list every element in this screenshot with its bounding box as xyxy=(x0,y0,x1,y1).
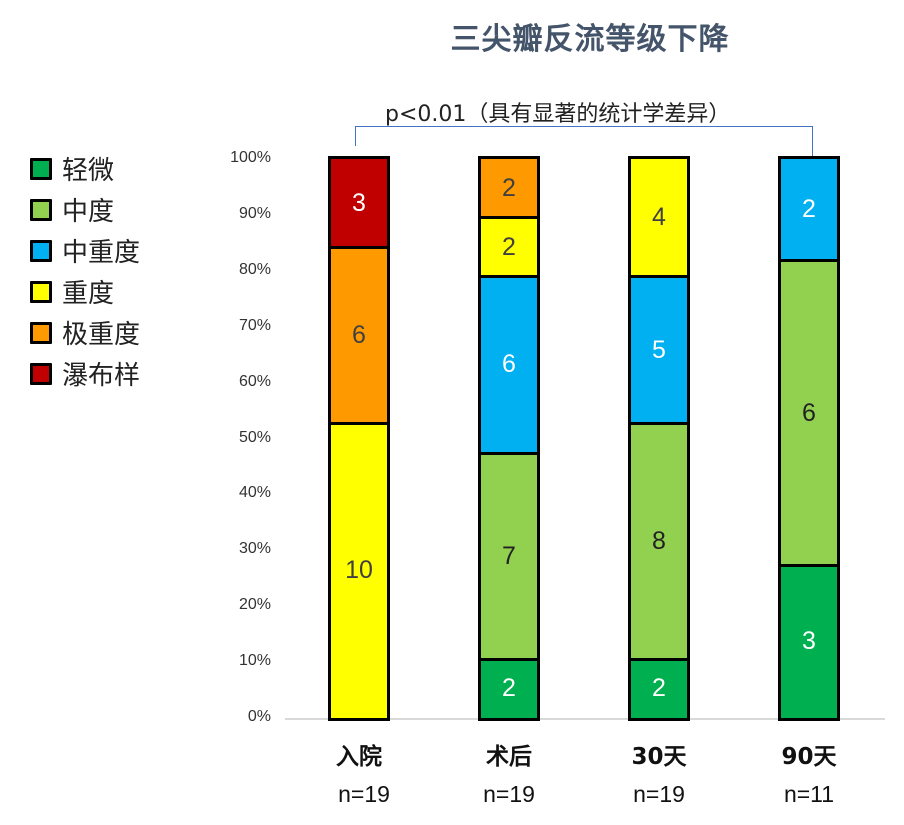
segment-divider xyxy=(331,422,387,426)
data-label: 6 xyxy=(802,398,816,427)
stacked-bar: 2 8 5 4 xyxy=(628,156,690,721)
legend-item: 瀑布样 xyxy=(30,353,140,394)
data-label: 2 xyxy=(502,173,516,202)
data-label: 7 xyxy=(502,541,516,570)
stacked-bar: 3 6 2 xyxy=(778,156,840,721)
y-tick-label: 80% xyxy=(238,260,271,278)
y-tick-label: 30% xyxy=(238,540,271,558)
sample-size-label: n=19 xyxy=(633,781,685,807)
y-tick-label: 60% xyxy=(238,372,271,390)
stacked-bar: 10 6 3 xyxy=(328,156,390,721)
x-category-label: 90天 xyxy=(781,744,837,770)
segment-divider xyxy=(481,451,537,455)
bar-segment: 10 xyxy=(331,423,387,718)
legend-label: 中重度 xyxy=(62,238,141,268)
legend-label: 轻微 xyxy=(62,156,115,186)
legend-swatch xyxy=(30,362,52,385)
chart-legend: 轻微中度中重度重度极重度瀑布样 xyxy=(30,148,140,394)
legend-item: 轻微 xyxy=(30,148,140,189)
chart-title: 三尖瓣反流等级下降 xyxy=(450,22,730,57)
chart-title-container: 三尖瓣反流等级下降 xyxy=(380,14,800,58)
legend-item: 极重度 xyxy=(30,312,140,353)
bar-segment: 5 xyxy=(631,276,687,424)
legend-swatch xyxy=(30,239,52,262)
data-label: 2 xyxy=(502,674,516,703)
segment-divider xyxy=(481,657,537,661)
segment-divider xyxy=(631,657,687,661)
legend-label: 极重度 xyxy=(62,320,141,350)
x-category-label: 术后 xyxy=(486,744,532,770)
y-tick-label: 90% xyxy=(238,204,271,222)
data-label: 2 xyxy=(502,232,516,261)
bar-segment: 8 xyxy=(631,423,687,660)
significance-bracket xyxy=(355,126,813,127)
bar-segment: 2 xyxy=(481,659,537,718)
significance-bracket-right xyxy=(812,126,813,159)
y-tick-label: 70% xyxy=(238,316,271,334)
bar-segment: 6 xyxy=(481,276,537,454)
bar-segment: 2 xyxy=(631,659,687,718)
bar-segment: 4 xyxy=(631,159,687,277)
data-label: 6 xyxy=(352,321,366,350)
data-label: 10 xyxy=(345,556,373,585)
sample-size-label: n=19 xyxy=(338,781,390,807)
sample-size-label: n=19 xyxy=(483,781,535,807)
significance-bracket-left xyxy=(355,126,356,146)
legend-swatch xyxy=(30,321,52,344)
data-label: 3 xyxy=(352,188,366,217)
y-tick-label: 10% xyxy=(238,652,271,670)
segment-divider xyxy=(781,259,837,263)
data-label: 6 xyxy=(502,350,516,379)
y-tick-label: 100% xyxy=(230,149,271,166)
data-label: 3 xyxy=(802,627,816,656)
segment-divider xyxy=(631,422,687,426)
bar-segment: 2 xyxy=(781,159,837,261)
data-label: 5 xyxy=(652,335,666,364)
legend-item: 中重度 xyxy=(30,230,140,271)
significance-annotation: p<0.01（具有显著的统计学差异） xyxy=(385,102,731,127)
data-label: 4 xyxy=(652,203,666,232)
legend-swatch xyxy=(30,198,52,221)
bar-segment: 3 xyxy=(781,565,837,718)
bar-segment: 3 xyxy=(331,159,387,248)
bar-segment: 2 xyxy=(481,217,537,277)
stacked-bar: 2 7 6 2 2 xyxy=(478,156,540,721)
bar-segment: 6 xyxy=(331,247,387,424)
legend-swatch xyxy=(30,280,52,303)
legend-swatch xyxy=(30,157,52,180)
data-label: 2 xyxy=(802,195,816,224)
legend-label: 瀑布样 xyxy=(62,361,141,391)
x-category-label: 入院 xyxy=(336,744,382,770)
bar-segment: 7 xyxy=(481,453,537,660)
legend-label: 重度 xyxy=(62,279,115,309)
legend-item: 中度 xyxy=(30,189,140,230)
data-label: 8 xyxy=(652,526,666,555)
y-tick-label: 40% xyxy=(238,484,271,502)
legend-label: 中度 xyxy=(62,197,115,227)
x-axis-line xyxy=(285,718,885,720)
y-tick-label: 50% xyxy=(238,428,271,446)
bar-segment: 6 xyxy=(781,260,837,566)
segment-divider xyxy=(481,216,537,220)
segment-divider xyxy=(481,275,537,279)
legend-item: 重度 xyxy=(30,271,140,312)
segment-divider xyxy=(631,275,687,279)
segment-divider xyxy=(331,245,387,249)
segment-divider xyxy=(781,564,837,568)
y-tick-label: 20% xyxy=(238,596,271,614)
x-category-label: 30天 xyxy=(631,744,687,770)
sample-size-label: n=11 xyxy=(783,781,835,807)
y-tick-label: 0% xyxy=(247,708,271,725)
data-label: 2 xyxy=(652,674,666,703)
bar-segment: 2 xyxy=(481,159,537,218)
